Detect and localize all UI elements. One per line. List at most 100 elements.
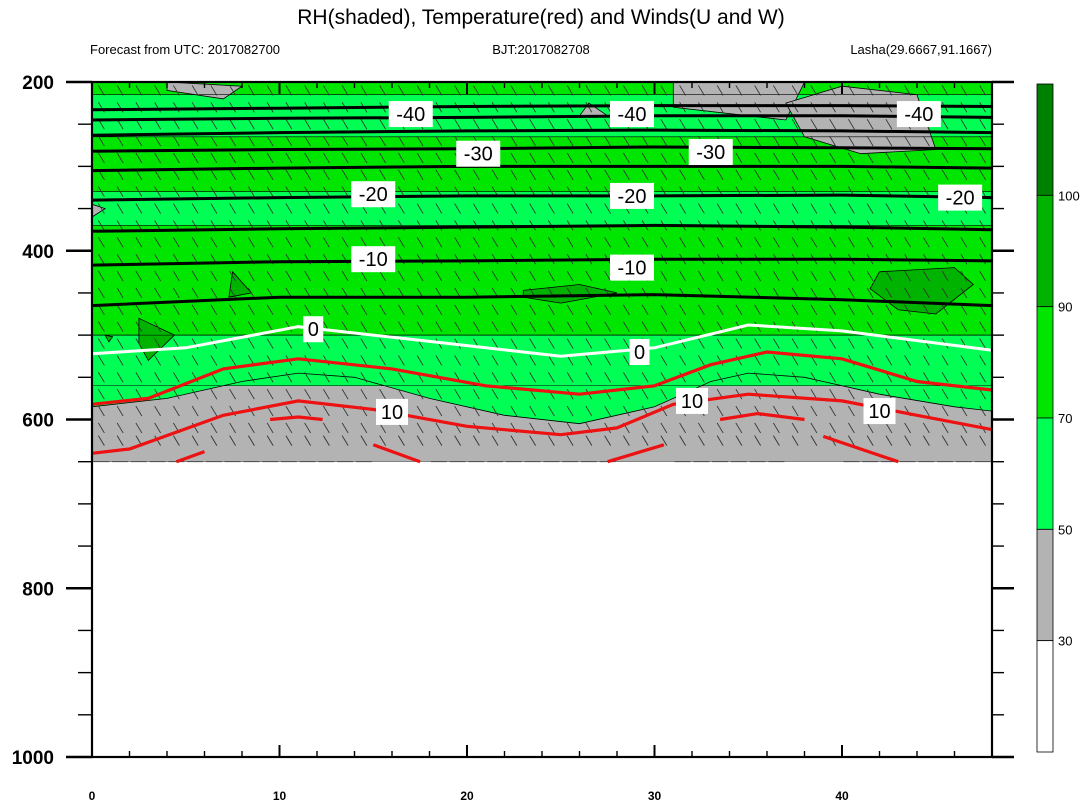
wind-barb <box>716 85 724 96</box>
wind-barb <box>810 405 818 417</box>
wind-barb <box>754 435 762 446</box>
wind-barb <box>772 237 780 248</box>
wind-barb <box>772 270 780 282</box>
wind-barb <box>585 435 593 446</box>
wind-barb <box>266 270 274 282</box>
wind-barb <box>229 203 237 214</box>
wind-barb <box>622 355 630 366</box>
x-tick-label: 40 <box>835 789 849 803</box>
wind-barb <box>604 304 612 316</box>
wind-barb <box>116 422 124 434</box>
wind-barb <box>322 304 330 316</box>
wind-barb <box>866 435 874 446</box>
wind-barb <box>716 203 724 214</box>
wind-barb <box>454 237 462 248</box>
wind-barb <box>829 405 837 417</box>
wind-barb <box>379 237 387 248</box>
wind-barb <box>97 186 105 197</box>
wind-barb <box>229 422 237 434</box>
wind-barb <box>191 287 199 299</box>
wind-barb <box>416 388 424 400</box>
wind-barb <box>829 338 837 349</box>
wind-barb <box>154 338 162 349</box>
wind-barb <box>979 85 987 96</box>
wind-barb <box>754 152 762 164</box>
wind-barb <box>416 304 424 316</box>
wind-barb <box>135 152 143 164</box>
wind-barb <box>191 135 199 147</box>
wind-barb <box>510 372 518 383</box>
wind-barb <box>829 203 837 214</box>
wind-barb <box>960 85 968 96</box>
wind-barb <box>847 435 855 446</box>
wind-barb <box>472 405 480 417</box>
wind-barb <box>454 435 462 446</box>
wind-barb <box>829 85 837 96</box>
wind-barb <box>679 152 687 164</box>
wind-barb <box>585 135 593 147</box>
wind-barb <box>529 321 537 332</box>
wind-barb <box>285 422 293 434</box>
wind-barb <box>172 321 180 332</box>
contour-label-box <box>456 140 501 167</box>
wind-barb <box>866 203 874 214</box>
wind-barb <box>97 85 105 96</box>
wind-barb <box>754 304 762 316</box>
wind-barb <box>735 304 743 316</box>
wind-barb <box>772 102 780 113</box>
wind-barb <box>566 405 574 417</box>
wind-barb <box>979 287 987 299</box>
wind-barb <box>604 152 612 164</box>
wind-barb <box>116 321 124 332</box>
wind-barb <box>566 237 574 248</box>
wind-barb <box>266 169 274 181</box>
wind-barb <box>285 372 293 383</box>
wind-barb <box>416 237 424 248</box>
wind-barb <box>247 304 255 316</box>
wind-barb <box>510 304 518 316</box>
wind-barb <box>454 85 462 96</box>
wind-barb <box>660 135 668 147</box>
colorbar-tick-label: 30 <box>1058 634 1072 649</box>
wind-barb <box>379 85 387 96</box>
wind-barb <box>416 85 424 96</box>
wind-barb <box>547 118 555 130</box>
wind-barb <box>679 355 687 366</box>
wind-barb <box>547 270 555 282</box>
x-tick-label: 20 <box>460 789 474 803</box>
wind-barb <box>866 287 874 299</box>
wind-barb <box>547 135 555 147</box>
wind-barb <box>135 321 143 332</box>
isotherm-line <box>91 145 993 153</box>
wind-barb <box>735 355 743 366</box>
wind-barb <box>660 85 668 96</box>
colorbar-tick-label: 100 <box>1058 188 1080 203</box>
wind-barb <box>191 388 199 400</box>
wind-barb <box>679 85 687 96</box>
y-tick-label: 800 <box>22 579 54 600</box>
wind-barb <box>379 304 387 316</box>
wind-barb <box>304 422 312 434</box>
wind-barb <box>379 169 387 181</box>
wind-barb <box>285 237 293 248</box>
wind-barb <box>735 135 743 147</box>
wind-barb <box>960 388 968 400</box>
wind-barb <box>360 169 368 181</box>
wind-barb <box>622 237 630 248</box>
wind-barb <box>716 237 724 248</box>
wind-barb <box>960 372 968 383</box>
chart-title: RH(shaded), Temperature(red) and Winds(U… <box>297 6 784 29</box>
wind-barb <box>472 237 480 248</box>
freezing-line <box>91 323 993 358</box>
contour-label-box <box>303 316 324 343</box>
wind-barb <box>660 321 668 332</box>
wind-barb <box>360 237 368 248</box>
wind-barb <box>435 422 443 434</box>
wind-barb <box>772 435 780 446</box>
wind-barb <box>379 388 387 400</box>
contour-label: -20 <box>359 184 388 206</box>
wind-barb <box>547 321 555 332</box>
wind-barb <box>866 102 874 113</box>
wind-barb <box>191 169 199 181</box>
wind-barb <box>772 422 780 434</box>
